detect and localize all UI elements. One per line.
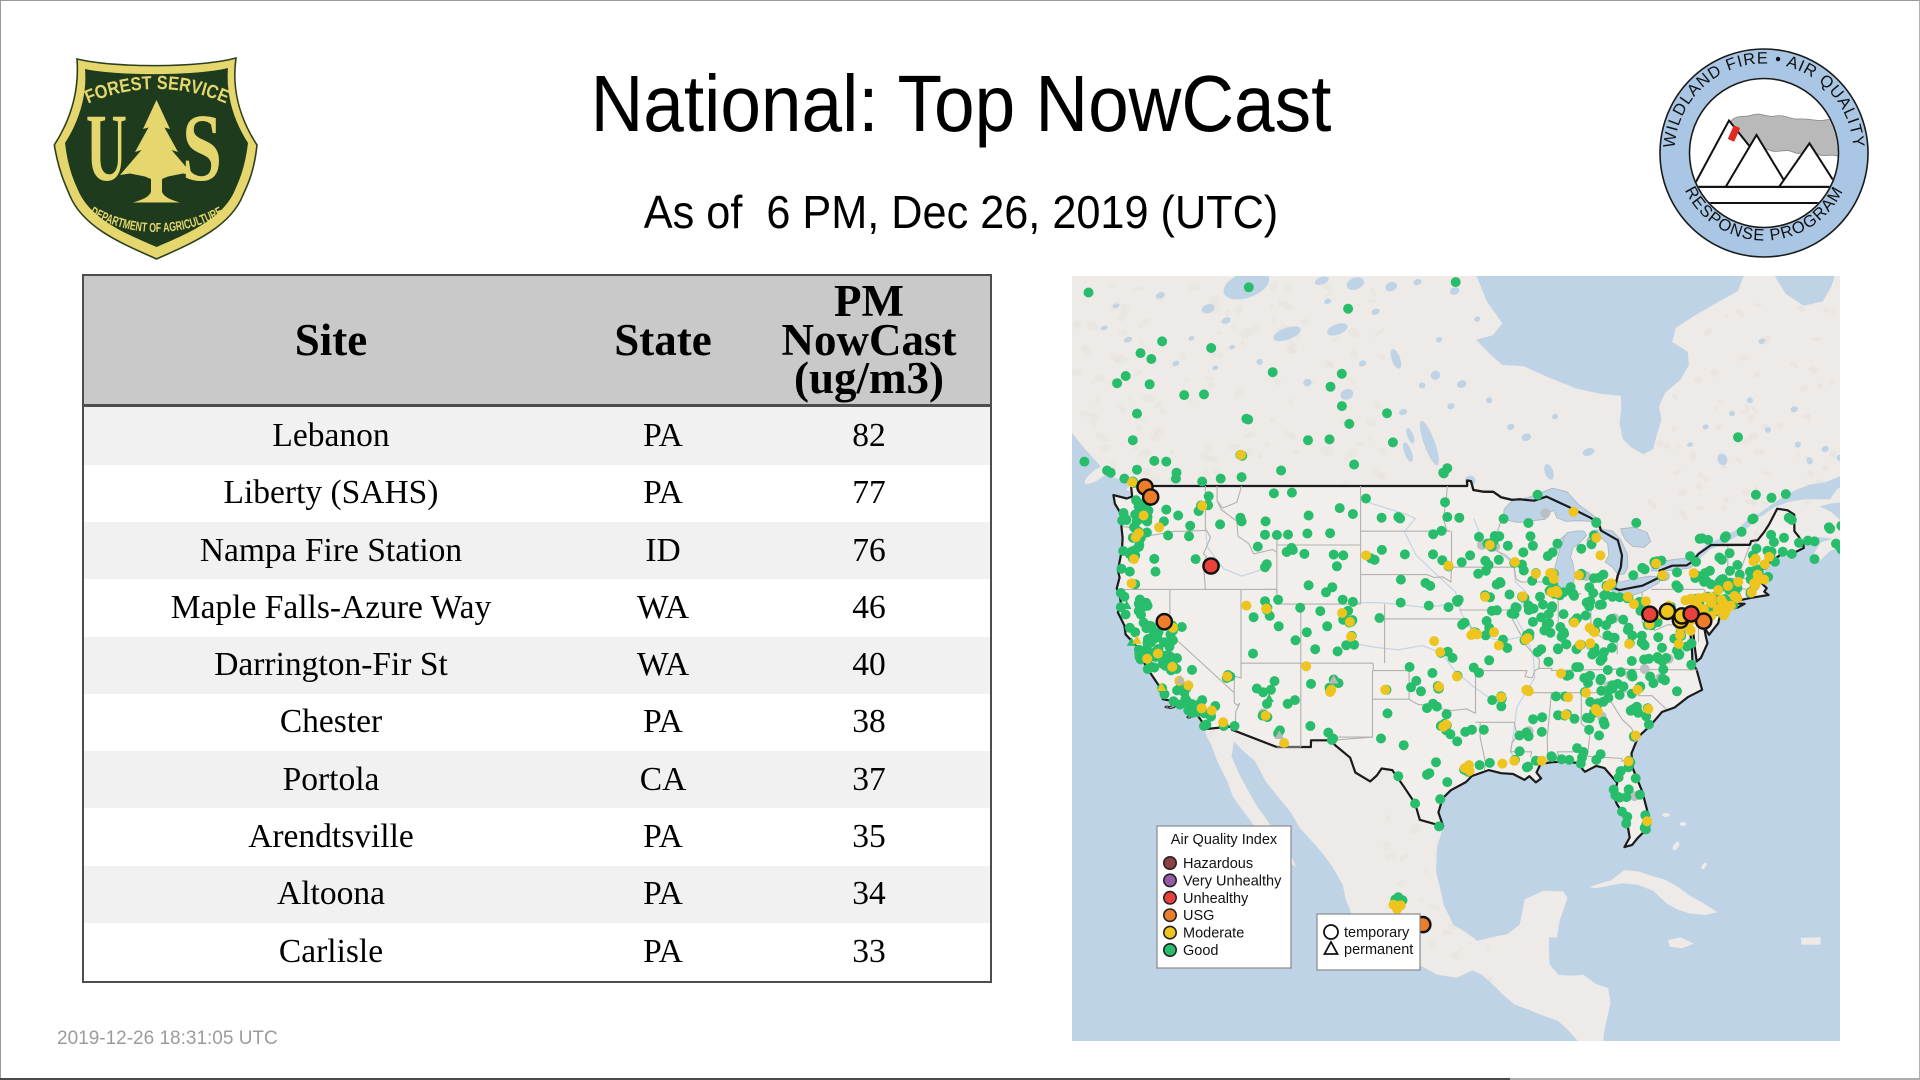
svg-text:Air Quality Index: Air Quality Index: [1171, 832, 1278, 848]
svg-text:Unhealthy: Unhealthy: [1183, 891, 1249, 907]
svg-text:Very Unhealthy: Very Unhealthy: [1183, 873, 1282, 889]
svg-text:S: S: [182, 94, 222, 201]
svg-text:Hazardous: Hazardous: [1183, 856, 1253, 872]
svg-text:U: U: [86, 94, 127, 201]
svg-text:permanent: permanent: [1344, 942, 1413, 958]
svg-text:Good: Good: [1183, 943, 1218, 959]
svg-text:temporary: temporary: [1344, 925, 1410, 941]
svg-text:Moderate: Moderate: [1183, 926, 1244, 942]
svg-text:USG: USG: [1183, 908, 1214, 924]
